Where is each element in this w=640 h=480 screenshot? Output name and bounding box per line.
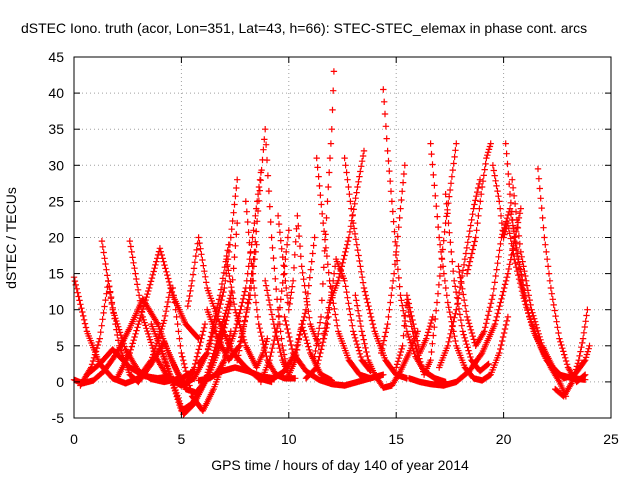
data-point-markers — [341, 154, 411, 382]
data-point-markers — [320, 147, 368, 342]
x-axis-ticks: 0 5 10 15 20 25 — [70, 57, 619, 447]
y-tick-label: 35 — [48, 121, 64, 137]
data-point-markers — [463, 140, 494, 277]
data-point-markers — [313, 154, 374, 382]
data-point-markers — [405, 205, 524, 389]
x-tick-label: 15 — [388, 431, 404, 447]
data-arc-29 — [352, 292, 421, 391]
x-tick-label: 20 — [496, 431, 512, 447]
grid-lines — [74, 57, 611, 418]
data-arc-31 — [378, 162, 408, 357]
data-point-markers — [552, 306, 591, 400]
y-tick-label: 15 — [48, 266, 64, 282]
y-axis-label: dSTEC / TECUs — [3, 187, 19, 289]
chart-title: dSTEC Iono. truth (acor, Lon=351, Lat=43… — [21, 20, 587, 36]
data-arc-22 — [274, 212, 323, 349]
data-arc-16 — [212, 169, 265, 378]
data-point-markers — [212, 169, 265, 378]
x-tick-label: 25 — [603, 431, 619, 447]
data-arc-17 — [223, 256, 271, 371]
data-arc-36 — [436, 176, 484, 371]
data-series — [70, 68, 593, 418]
y-tick-label: 10 — [48, 302, 64, 318]
y-tick-label: 45 — [48, 49, 64, 65]
data-arc-35 — [427, 140, 512, 384]
data-point-markers — [442, 191, 492, 375]
y-tick-label: 20 — [48, 230, 64, 246]
data-arc-44 — [552, 306, 591, 400]
y-tick-label: -5 — [52, 410, 65, 426]
data-point-markers — [311, 68, 338, 360]
data-arc-27 — [320, 147, 368, 342]
data-arc-26 — [313, 154, 374, 382]
data-point-markers — [436, 176, 484, 371]
y-tick-label: 40 — [48, 85, 64, 101]
data-arc-39 — [463, 140, 494, 277]
data-point-markers — [234, 126, 290, 371]
y-tick-label: 5 — [56, 338, 64, 354]
data-point-markers — [195, 176, 241, 368]
data-arc-14 — [195, 176, 241, 368]
x-tick-label: 0 — [70, 431, 78, 447]
data-point-markers — [378, 162, 408, 357]
data-point-markers — [427, 140, 512, 384]
data-arc-34 — [405, 205, 524, 389]
x-tick-label: 5 — [178, 431, 186, 447]
x-axis-label: GPS time / hours of day 140 of year 2014 — [211, 457, 469, 473]
data-arc-37 — [442, 191, 492, 375]
data-point-markers — [352, 292, 421, 391]
x-tick-label: 10 — [281, 431, 297, 447]
data-arc-6 — [113, 245, 202, 382]
data-arc-18 — [234, 126, 290, 371]
y-tick-label: 25 — [48, 193, 64, 209]
data-arc-28 — [341, 154, 411, 382]
y-axis-ticks: -5 0 5 10 15 20 25 30 35 40 45 — [48, 49, 611, 426]
y-tick-label: 0 — [56, 374, 64, 390]
data-arc-25 — [311, 68, 338, 360]
data-point-markers — [223, 256, 271, 371]
data-point-markers — [274, 212, 323, 349]
y-tick-label: 30 — [48, 157, 64, 173]
data-point-markers — [113, 245, 202, 382]
